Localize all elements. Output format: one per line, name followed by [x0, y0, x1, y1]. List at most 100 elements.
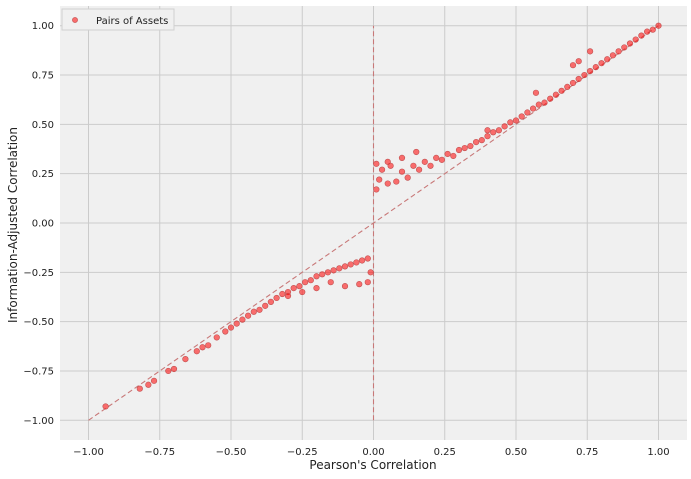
- data-point-26: [307, 277, 314, 284]
- data-point-104: [484, 127, 491, 134]
- data-point-23: [290, 285, 297, 292]
- data-point-55: [416, 166, 423, 173]
- data-point-19: [267, 298, 275, 306]
- data-point-40: [327, 279, 334, 286]
- data-point-45: [373, 186, 380, 193]
- data-point-12: [227, 324, 235, 331]
- data-point-65: [473, 139, 480, 146]
- data-point-60: [444, 150, 451, 158]
- data-point-62: [455, 146, 463, 154]
- data-point-57: [427, 162, 434, 169]
- data-point-85: [586, 67, 594, 75]
- data-point-67: [484, 133, 491, 140]
- x-tick-label-8: 1.00: [647, 447, 669, 458]
- data-point-88: [604, 56, 611, 63]
- data-point-42: [356, 281, 363, 288]
- x-tick-label-4: 0.00: [362, 447, 384, 458]
- data-point-53: [404, 174, 411, 181]
- data-point-30: [330, 267, 337, 274]
- data-point-105: [384, 158, 391, 165]
- y-tick-label-7: 0.75: [32, 71, 54, 82]
- data-point-6: [182, 356, 189, 363]
- data-point-99: [575, 58, 582, 65]
- data-point-20: [273, 294, 280, 302]
- data-point-48: [378, 166, 386, 173]
- data-point-38: [367, 269, 374, 276]
- data-point-74: [524, 109, 531, 116]
- y-tick-label-1: −0.75: [23, 366, 54, 377]
- data-point-44: [299, 288, 306, 296]
- data-point-43: [284, 292, 292, 300]
- data-point-35: [359, 257, 366, 264]
- data-point-49: [384, 180, 391, 187]
- data-point-64: [467, 142, 474, 150]
- data-point-32: [341, 263, 349, 270]
- x-axis-ticks: −1.00 −0.75 −0.50 −0.25 0.00 0.25 0.50 0.75 1.00: [73, 447, 669, 458]
- data-point-66: [478, 137, 485, 144]
- data-point-52: [398, 168, 406, 175]
- data-point-61: [450, 152, 457, 160]
- data-point-13: [233, 320, 240, 327]
- data-point-27: [313, 273, 320, 280]
- y-axis-ticks: −1.00 −0.75 −0.50 −0.25 0.00 0.25 0.50 0.75 1.00: [23, 21, 54, 427]
- data-point-14: [239, 316, 246, 323]
- data-point-78: [547, 95, 554, 102]
- data-point-101: [532, 89, 540, 96]
- data-point-2: [145, 381, 152, 388]
- data-point-5: [170, 365, 178, 373]
- x-tick-label-7: 0.75: [576, 447, 598, 458]
- data-point-1: [136, 385, 143, 392]
- data-point-83: [575, 75, 582, 83]
- data-point-8: [199, 344, 206, 351]
- data-point-29: [324, 269, 332, 276]
- data-point-103: [413, 148, 420, 156]
- data-point-91: [621, 44, 628, 51]
- data-point-93: [632, 36, 639, 43]
- x-tick-label-5: 0.25: [434, 447, 456, 458]
- data-point-79: [552, 91, 560, 98]
- data-point-11: [222, 328, 229, 335]
- legend-marker: [72, 17, 78, 23]
- data-point-41: [341, 283, 349, 290]
- data-point-28: [319, 271, 326, 278]
- data-point-34: [353, 259, 360, 266]
- y-axis-label: Information-Adjusted Correlation: [6, 127, 20, 323]
- data-point-9: [205, 342, 212, 349]
- x-axis-label: Pearson's Correlation: [309, 458, 436, 472]
- data-point-54: [410, 162, 417, 169]
- data-point-51: [393, 178, 400, 185]
- data-point-102: [398, 154, 406, 161]
- data-point-82: [569, 79, 577, 87]
- data-point-86: [592, 64, 599, 71]
- data-point-36: [364, 255, 371, 262]
- data-point-73: [518, 113, 525, 120]
- data-point-46: [373, 160, 380, 167]
- data-point-24: [296, 283, 303, 290]
- y-tick-label-2: −0.50: [23, 317, 54, 328]
- data-point-94: [638, 32, 645, 39]
- data-point-39: [313, 285, 320, 292]
- y-tick-label-0: −1.00: [23, 416, 54, 427]
- data-point-76: [535, 101, 542, 108]
- data-point-25: [302, 279, 309, 286]
- y-tick-label-8: 1.00: [32, 21, 54, 32]
- data-point-92: [626, 40, 634, 47]
- data-point-3: [150, 377, 158, 384]
- data-point-84: [581, 71, 588, 79]
- data-point-18: [262, 302, 269, 309]
- data-point-87: [598, 60, 605, 67]
- x-tick-label-3: −0.25: [287, 447, 318, 458]
- data-point-70: [501, 123, 508, 130]
- data-point-100: [586, 48, 594, 55]
- x-tick-label-0: −1.00: [73, 447, 104, 458]
- data-point-77: [541, 99, 548, 106]
- y-tick-label-5: 0.25: [32, 169, 54, 180]
- data-point-89: [609, 52, 617, 59]
- x-tick-label-6: 0.50: [505, 447, 527, 458]
- data-point-15: [245, 312, 252, 319]
- data-point-71: [507, 119, 514, 126]
- data-point-21: [279, 290, 286, 298]
- legend-label: Pairs of Assets: [96, 16, 168, 27]
- data-point-97: [655, 22, 662, 29]
